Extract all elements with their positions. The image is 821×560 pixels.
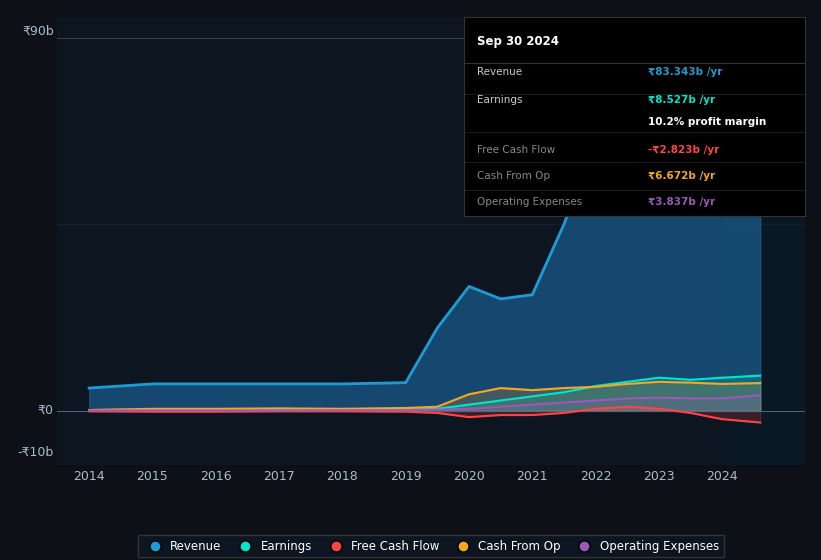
Bar (722, 17, 805, 465)
Text: Operating Expenses: Operating Expenses (478, 197, 583, 207)
Text: ₹8.527b /yr: ₹8.527b /yr (648, 95, 715, 105)
Text: Cash From Op: Cash From Op (478, 171, 551, 181)
Text: Earnings: Earnings (478, 95, 523, 105)
Text: Free Cash Flow: Free Cash Flow (478, 145, 556, 155)
Text: Revenue: Revenue (478, 67, 523, 77)
Text: ₹3.837b /yr: ₹3.837b /yr (648, 197, 715, 207)
Text: -₹2.823b /yr: -₹2.823b /yr (648, 145, 719, 155)
Legend: Revenue, Earnings, Free Cash Flow, Cash From Op, Operating Expenses: Revenue, Earnings, Free Cash Flow, Cash … (139, 535, 723, 557)
Text: ₹90b: ₹90b (22, 25, 53, 38)
Text: ₹6.672b /yr: ₹6.672b /yr (648, 171, 715, 181)
Text: ₹83.343b /yr: ₹83.343b /yr (648, 67, 722, 77)
Text: Sep 30 2024: Sep 30 2024 (478, 35, 559, 48)
Text: ₹0: ₹0 (38, 404, 53, 417)
Text: -₹10b: -₹10b (17, 446, 53, 459)
Text: 10.2% profit margin: 10.2% profit margin (648, 117, 766, 127)
